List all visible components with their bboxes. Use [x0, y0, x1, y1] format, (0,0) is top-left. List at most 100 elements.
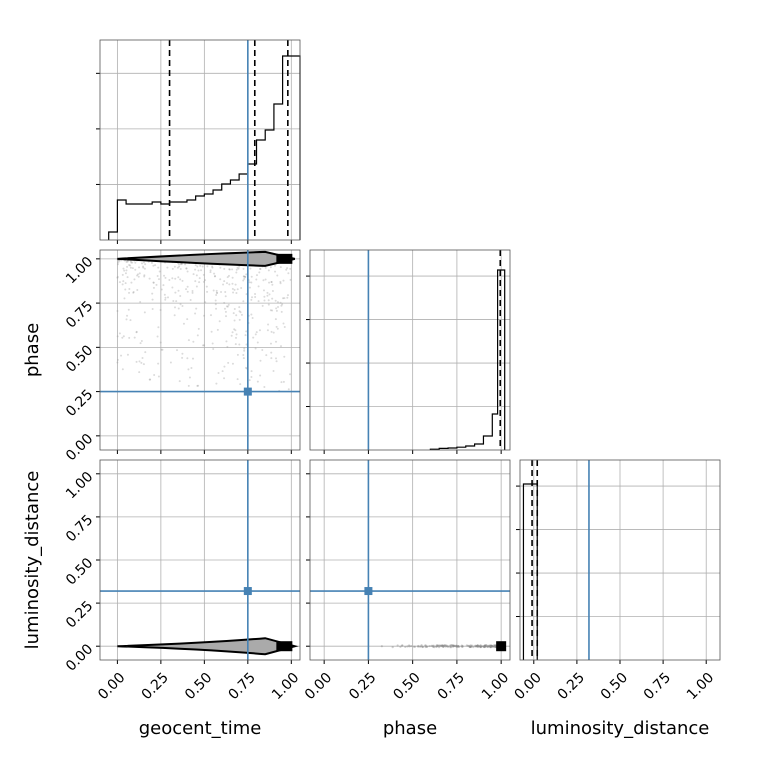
scatter-point [116, 335, 119, 338]
scatter-point [155, 283, 158, 286]
scatter-point [235, 271, 238, 274]
scatter-point [118, 332, 121, 335]
scatter-point [128, 291, 131, 294]
scatter-point [164, 296, 167, 299]
scatter-point [181, 304, 184, 307]
scatter-point [449, 646, 452, 649]
scatter-point [186, 357, 189, 360]
y-tick-label: 0.50 [63, 342, 96, 375]
scatter-point [120, 354, 123, 357]
scatter-point [130, 261, 133, 264]
scatter-point [490, 644, 493, 647]
scatter-point [262, 279, 265, 282]
scatter-point [238, 318, 241, 321]
scatter-point [461, 644, 464, 648]
scatter-point [436, 644, 439, 647]
scatter-point [128, 288, 131, 291]
scatter-point [235, 314, 238, 317]
scatter-point [236, 378, 239, 381]
scatter-point [261, 348, 264, 351]
scatter-point [445, 644, 448, 647]
scatter-point [424, 644, 427, 647]
scatter-point [117, 261, 120, 264]
scatter-point [213, 272, 216, 275]
scatter-point [267, 269, 270, 272]
scatter-point [198, 281, 201, 284]
scatter-point [135, 331, 138, 334]
scatter-point [191, 289, 194, 292]
scatter-point [227, 361, 230, 364]
scatter-point [257, 300, 260, 303]
scatter-point [160, 348, 163, 351]
scatter-point [223, 377, 226, 380]
scatter-point [479, 645, 482, 648]
scatter-point [127, 308, 130, 311]
scatter-point [490, 645, 494, 648]
scatter-point [269, 342, 272, 345]
scatter-point [472, 645, 475, 649]
scatter-point [236, 353, 239, 356]
scatter-point [250, 313, 253, 316]
scatter-point [228, 268, 231, 271]
scatter-point [254, 333, 257, 336]
scatter-point [271, 297, 274, 300]
scatter-point [263, 299, 266, 302]
x-tick-label: 0.50 [182, 670, 215, 703]
scatter-point [493, 644, 496, 647]
scatter-point [182, 322, 185, 325]
scatter-point [151, 292, 154, 295]
scatter-point [192, 273, 195, 276]
scatter-point [477, 645, 480, 648]
scatter-point [279, 301, 282, 304]
scatter-point [187, 384, 190, 387]
scatter-point [251, 317, 254, 320]
scatter-point [420, 644, 423, 647]
scatter-point [440, 644, 444, 647]
scatter-point [455, 644, 458, 648]
scatter-point [279, 282, 282, 285]
scatter-point [203, 344, 206, 347]
scatter-point [181, 279, 184, 282]
scatter-point [225, 315, 228, 318]
scatter-point [266, 294, 269, 297]
scatter-point [479, 645, 482, 648]
scatter-point [426, 645, 429, 648]
scatter-point [283, 297, 286, 300]
panel-border [309, 459, 511, 661]
scatter-point [245, 273, 248, 276]
scatter-point [461, 645, 464, 648]
scatter-point [233, 288, 236, 291]
scatter-point [171, 277, 174, 280]
scatter-point [456, 645, 459, 648]
scatter-point [265, 354, 268, 357]
scatter-point [474, 644, 477, 647]
scatter-point [475, 645, 478, 648]
scatter-point [174, 277, 177, 280]
scatter-point [194, 268, 197, 271]
scatter-point [417, 644, 420, 648]
scatter-point [185, 288, 188, 291]
scatter-point [163, 293, 166, 296]
scatter-point [270, 330, 273, 333]
scatter-point [468, 645, 472, 649]
scatter-point [231, 287, 234, 290]
scatter-point [242, 354, 245, 357]
scatter-point [444, 645, 448, 648]
scatter-point [282, 322, 285, 325]
scatter-point [133, 336, 136, 339]
scatter-point [277, 306, 280, 309]
scatter-point [476, 644, 479, 648]
scatter-point [139, 301, 142, 304]
scatter-point [263, 295, 266, 298]
scatter-point [435, 645, 438, 648]
scatter-point [255, 278, 258, 281]
scatter-point [491, 645, 494, 648]
scatter-point [272, 369, 275, 372]
scatter-point [231, 268, 234, 271]
scatter-point [259, 267, 262, 270]
scatter-point [166, 296, 169, 299]
scatter-point [417, 645, 420, 648]
scatter-point [214, 275, 217, 278]
scatter-point [285, 268, 288, 271]
scatter-point [490, 644, 493, 648]
